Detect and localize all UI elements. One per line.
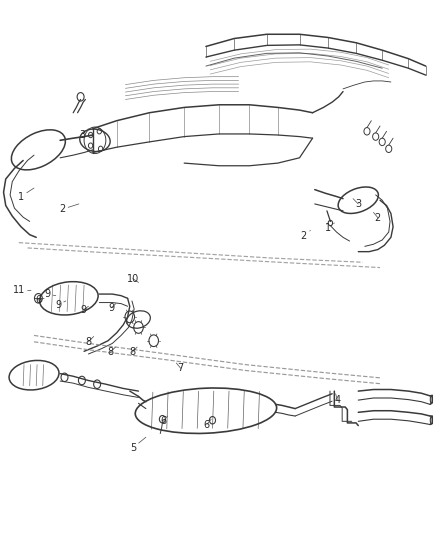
Text: 2: 2 xyxy=(374,213,381,223)
Text: 4: 4 xyxy=(334,394,340,405)
Text: 6: 6 xyxy=(35,295,44,305)
Text: 2: 2 xyxy=(59,204,79,214)
Text: 9: 9 xyxy=(108,303,116,313)
Text: 10: 10 xyxy=(127,273,139,284)
Text: 1: 1 xyxy=(18,188,34,201)
Text: 9: 9 xyxy=(80,305,88,315)
Text: 9: 9 xyxy=(55,300,66,310)
Text: 7: 7 xyxy=(177,363,184,373)
Text: 3: 3 xyxy=(353,199,361,209)
Text: 6: 6 xyxy=(204,419,211,430)
Text: 2: 2 xyxy=(301,230,311,241)
Text: 6: 6 xyxy=(160,416,168,426)
Text: 8: 8 xyxy=(85,336,94,347)
Text: 11: 11 xyxy=(13,285,31,295)
Text: 1: 1 xyxy=(325,223,334,233)
Text: 3: 3 xyxy=(79,128,88,140)
Text: 9: 9 xyxy=(44,289,56,299)
Text: 5: 5 xyxy=(130,437,146,453)
Text: 8: 8 xyxy=(129,347,137,358)
Text: 8: 8 xyxy=(107,347,116,358)
